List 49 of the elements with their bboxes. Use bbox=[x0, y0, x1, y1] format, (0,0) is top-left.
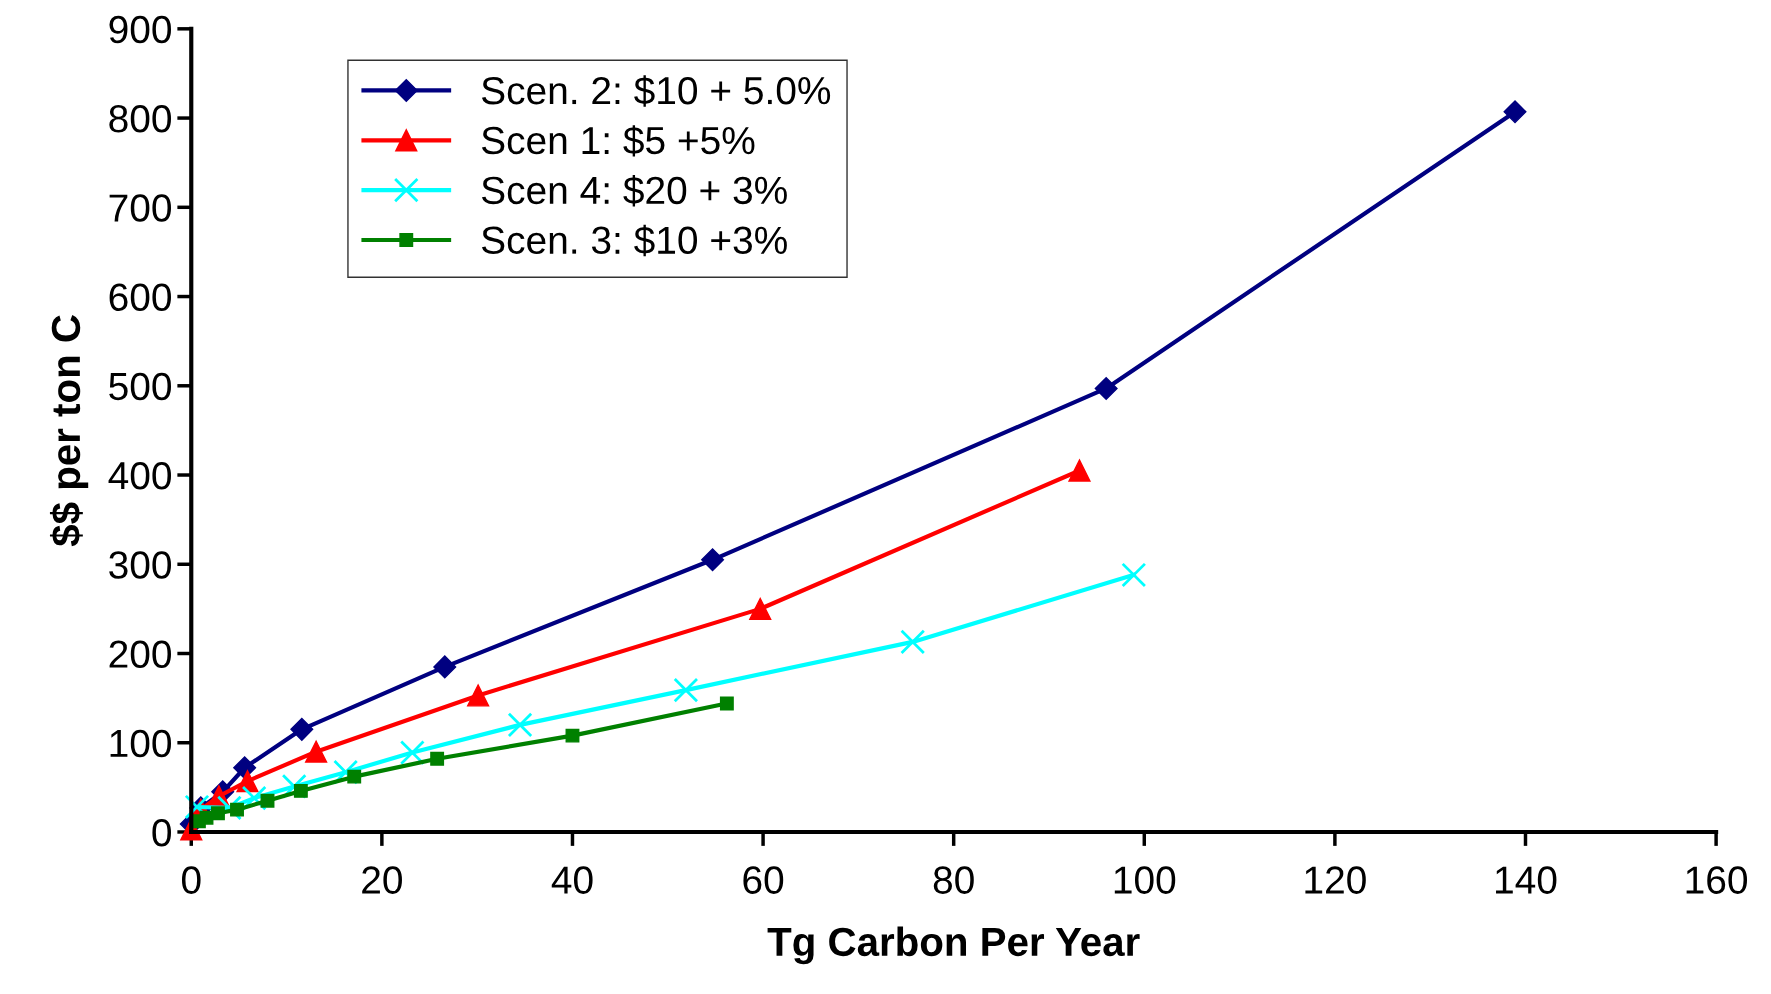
legend-label: Scen 4: $20 + 3% bbox=[481, 174, 787, 207]
point bbox=[467, 684, 490, 707]
point bbox=[900, 629, 926, 655]
point bbox=[1068, 459, 1091, 482]
y-tick-label: 700 bbox=[109, 194, 171, 222]
point bbox=[260, 793, 275, 808]
y-axis-title: $$ per ton C bbox=[49, 315, 89, 547]
point bbox=[236, 769, 259, 793]
point bbox=[293, 783, 308, 798]
point bbox=[1121, 562, 1147, 588]
point bbox=[290, 717, 314, 741]
x-tick-label: 120 bbox=[1305, 866, 1366, 894]
legend-label: Scen. 2: $10 + 5.0% bbox=[481, 75, 831, 107]
y-tick-label: 100 bbox=[110, 729, 171, 758]
y-tick-label: 900 bbox=[109, 15, 171, 44]
point bbox=[305, 740, 328, 763]
point bbox=[719, 696, 734, 711]
x-tick-label: 60 bbox=[743, 866, 784, 894]
point bbox=[1503, 100, 1527, 124]
point bbox=[749, 597, 772, 620]
y-tick-label: 0 bbox=[152, 818, 171, 847]
x-tick-label: 100 bbox=[1114, 866, 1176, 894]
x-tick-label: 0 bbox=[181, 866, 201, 894]
point bbox=[347, 769, 362, 784]
y-tick-label: 200 bbox=[109, 640, 171, 668]
point bbox=[230, 802, 244, 817]
point bbox=[565, 728, 580, 743]
point bbox=[1094, 376, 1118, 400]
point bbox=[433, 655, 457, 679]
point bbox=[399, 740, 425, 766]
x-axis-title: Tg Carbon Per Year bbox=[767, 926, 1140, 965]
y-tick-label: 600 bbox=[109, 283, 171, 312]
point bbox=[430, 751, 445, 766]
y-tick-label: 800 bbox=[109, 105, 171, 133]
x-tick-label: 160 bbox=[1686, 866, 1748, 894]
legend-label: Scen 1: $5 +5% bbox=[481, 125, 755, 157]
point bbox=[184, 794, 210, 820]
x-tick-label: 80 bbox=[933, 866, 974, 894]
point bbox=[211, 806, 225, 821]
point bbox=[673, 677, 699, 703]
point bbox=[507, 712, 533, 738]
legend-label: Scen. 3: $10 +3% bbox=[481, 224, 787, 257]
x-tick-label: 20 bbox=[362, 866, 402, 894]
x-tick-label: 40 bbox=[551, 866, 593, 894]
y-tick-label: 500 bbox=[109, 372, 171, 401]
y-tick-label: 300 bbox=[109, 551, 171, 579]
x-tick-label: 140 bbox=[1496, 866, 1557, 894]
y-tick-label: 400 bbox=[108, 461, 171, 490]
point bbox=[701, 548, 725, 572]
